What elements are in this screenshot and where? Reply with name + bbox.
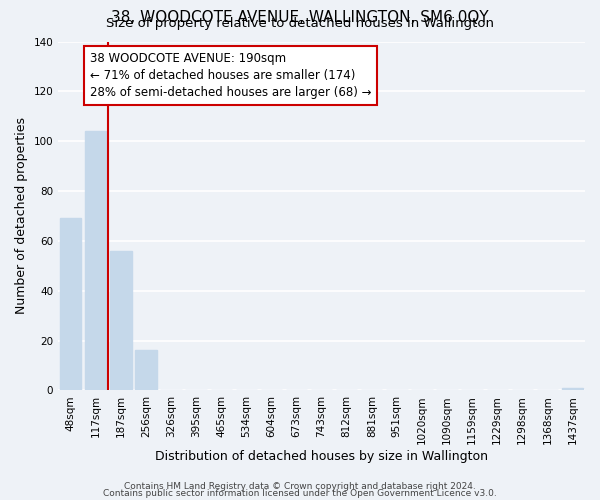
Y-axis label: Number of detached properties: Number of detached properties <box>15 118 28 314</box>
Text: 38, WOODCOTE AVENUE, WALLINGTON, SM6 0QY: 38, WOODCOTE AVENUE, WALLINGTON, SM6 0QY <box>111 10 489 25</box>
Text: Contains public sector information licensed under the Open Government Licence v3: Contains public sector information licen… <box>103 488 497 498</box>
X-axis label: Distribution of detached houses by size in Wallington: Distribution of detached houses by size … <box>155 450 488 462</box>
Bar <box>562 388 583 390</box>
Bar <box>136 350 157 391</box>
Bar <box>110 251 131 390</box>
Bar <box>60 218 82 390</box>
Text: Size of property relative to detached houses in Wallington: Size of property relative to detached ho… <box>106 18 494 30</box>
Text: 38 WOODCOTE AVENUE: 190sqm
← 71% of detached houses are smaller (174)
28% of sem: 38 WOODCOTE AVENUE: 190sqm ← 71% of deta… <box>90 52 371 99</box>
Bar <box>85 131 106 390</box>
Text: Contains HM Land Registry data © Crown copyright and database right 2024.: Contains HM Land Registry data © Crown c… <box>124 482 476 491</box>
